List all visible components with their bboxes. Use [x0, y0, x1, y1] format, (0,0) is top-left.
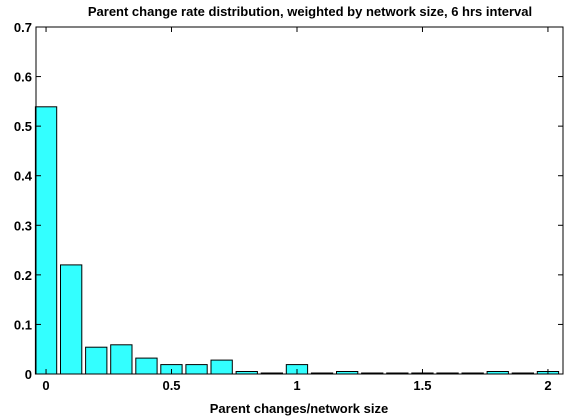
- bar: [34, 106, 58, 375]
- y-tick-label: 0.5: [14, 119, 32, 134]
- y-tick-label: 0.7: [14, 20, 32, 35]
- bar: [210, 359, 233, 375]
- x-tick-label: 0: [42, 378, 49, 393]
- y-tick-label: 0.1: [14, 317, 32, 332]
- x-tick-label: 1: [293, 378, 300, 393]
- x-tick-label: 1.5: [413, 378, 431, 393]
- bar: [85, 346, 108, 375]
- x-tick-label: 2: [544, 378, 551, 393]
- bar: [185, 364, 208, 375]
- bars-group: [34, 106, 560, 375]
- axis-ticks: 0 0.5 1 1.5 2 0 0.1 0.2 0.3 0.4 0.5 0.6 0.7: [14, 20, 563, 393]
- x-tick-label: 0.5: [162, 378, 180, 393]
- chart-title: Parent change rate distribution, weighte…: [88, 4, 532, 19]
- bar: [60, 264, 83, 375]
- y-tick-label: 0.4: [14, 169, 33, 184]
- y-tick-label: 0.2: [14, 268, 32, 283]
- bar: [110, 344, 133, 375]
- plot-area-frame: [35, 26, 564, 375]
- bar: [135, 357, 158, 375]
- y-tick-label: 0.3: [14, 218, 32, 233]
- y-tick-label: 0.6: [14, 70, 32, 85]
- x-axis-label: Parent changes/network size: [210, 401, 388, 416]
- y-tick-label: 0: [25, 367, 32, 382]
